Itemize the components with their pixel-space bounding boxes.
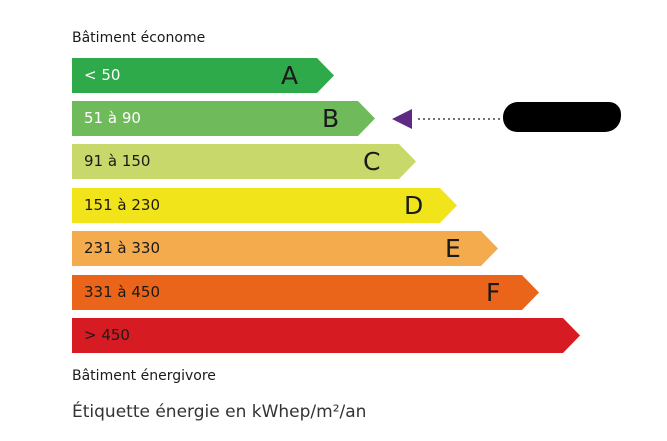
energy-class-bar-g: > 450 bbox=[72, 318, 580, 353]
class-range: > 450 bbox=[84, 326, 130, 344]
class-range: 151 à 230 bbox=[84, 196, 160, 214]
indicator-arrow-icon bbox=[392, 109, 412, 129]
class-letter: A bbox=[281, 61, 299, 90]
energy-class-bar-a: < 50 A bbox=[72, 58, 334, 93]
class-range: 331 à 450 bbox=[84, 283, 160, 301]
class-range: 51 à 90 bbox=[84, 109, 141, 127]
energy-class-bar-c: 91 à 150 C bbox=[72, 144, 416, 179]
class-letter: D bbox=[404, 191, 424, 220]
energy-class-bar-f: 331 à 450 F bbox=[72, 275, 539, 310]
caption: Étiquette énergie en kWhep/m²/an bbox=[72, 402, 367, 422]
redacted-value bbox=[503, 102, 621, 132]
energy-class-bar-d: 151 à 230 D bbox=[72, 188, 457, 223]
current-class-indicator bbox=[392, 109, 500, 129]
top-label: Bâtiment économe bbox=[72, 30, 206, 46]
bottom-label: Bâtiment énergivore bbox=[72, 368, 216, 384]
class-letter: B bbox=[322, 104, 340, 133]
class-range: 231 à 330 bbox=[84, 239, 160, 257]
class-letter: F bbox=[486, 278, 501, 307]
class-range: < 50 bbox=[84, 66, 121, 84]
energy-class-bar-b: 51 à 90 B bbox=[72, 101, 375, 136]
class-range: 91 à 150 bbox=[84, 152, 151, 170]
energy-class-bar-e: 231 à 330 E bbox=[72, 231, 498, 266]
class-letter: C bbox=[363, 147, 381, 176]
class-letter: E bbox=[445, 234, 461, 263]
